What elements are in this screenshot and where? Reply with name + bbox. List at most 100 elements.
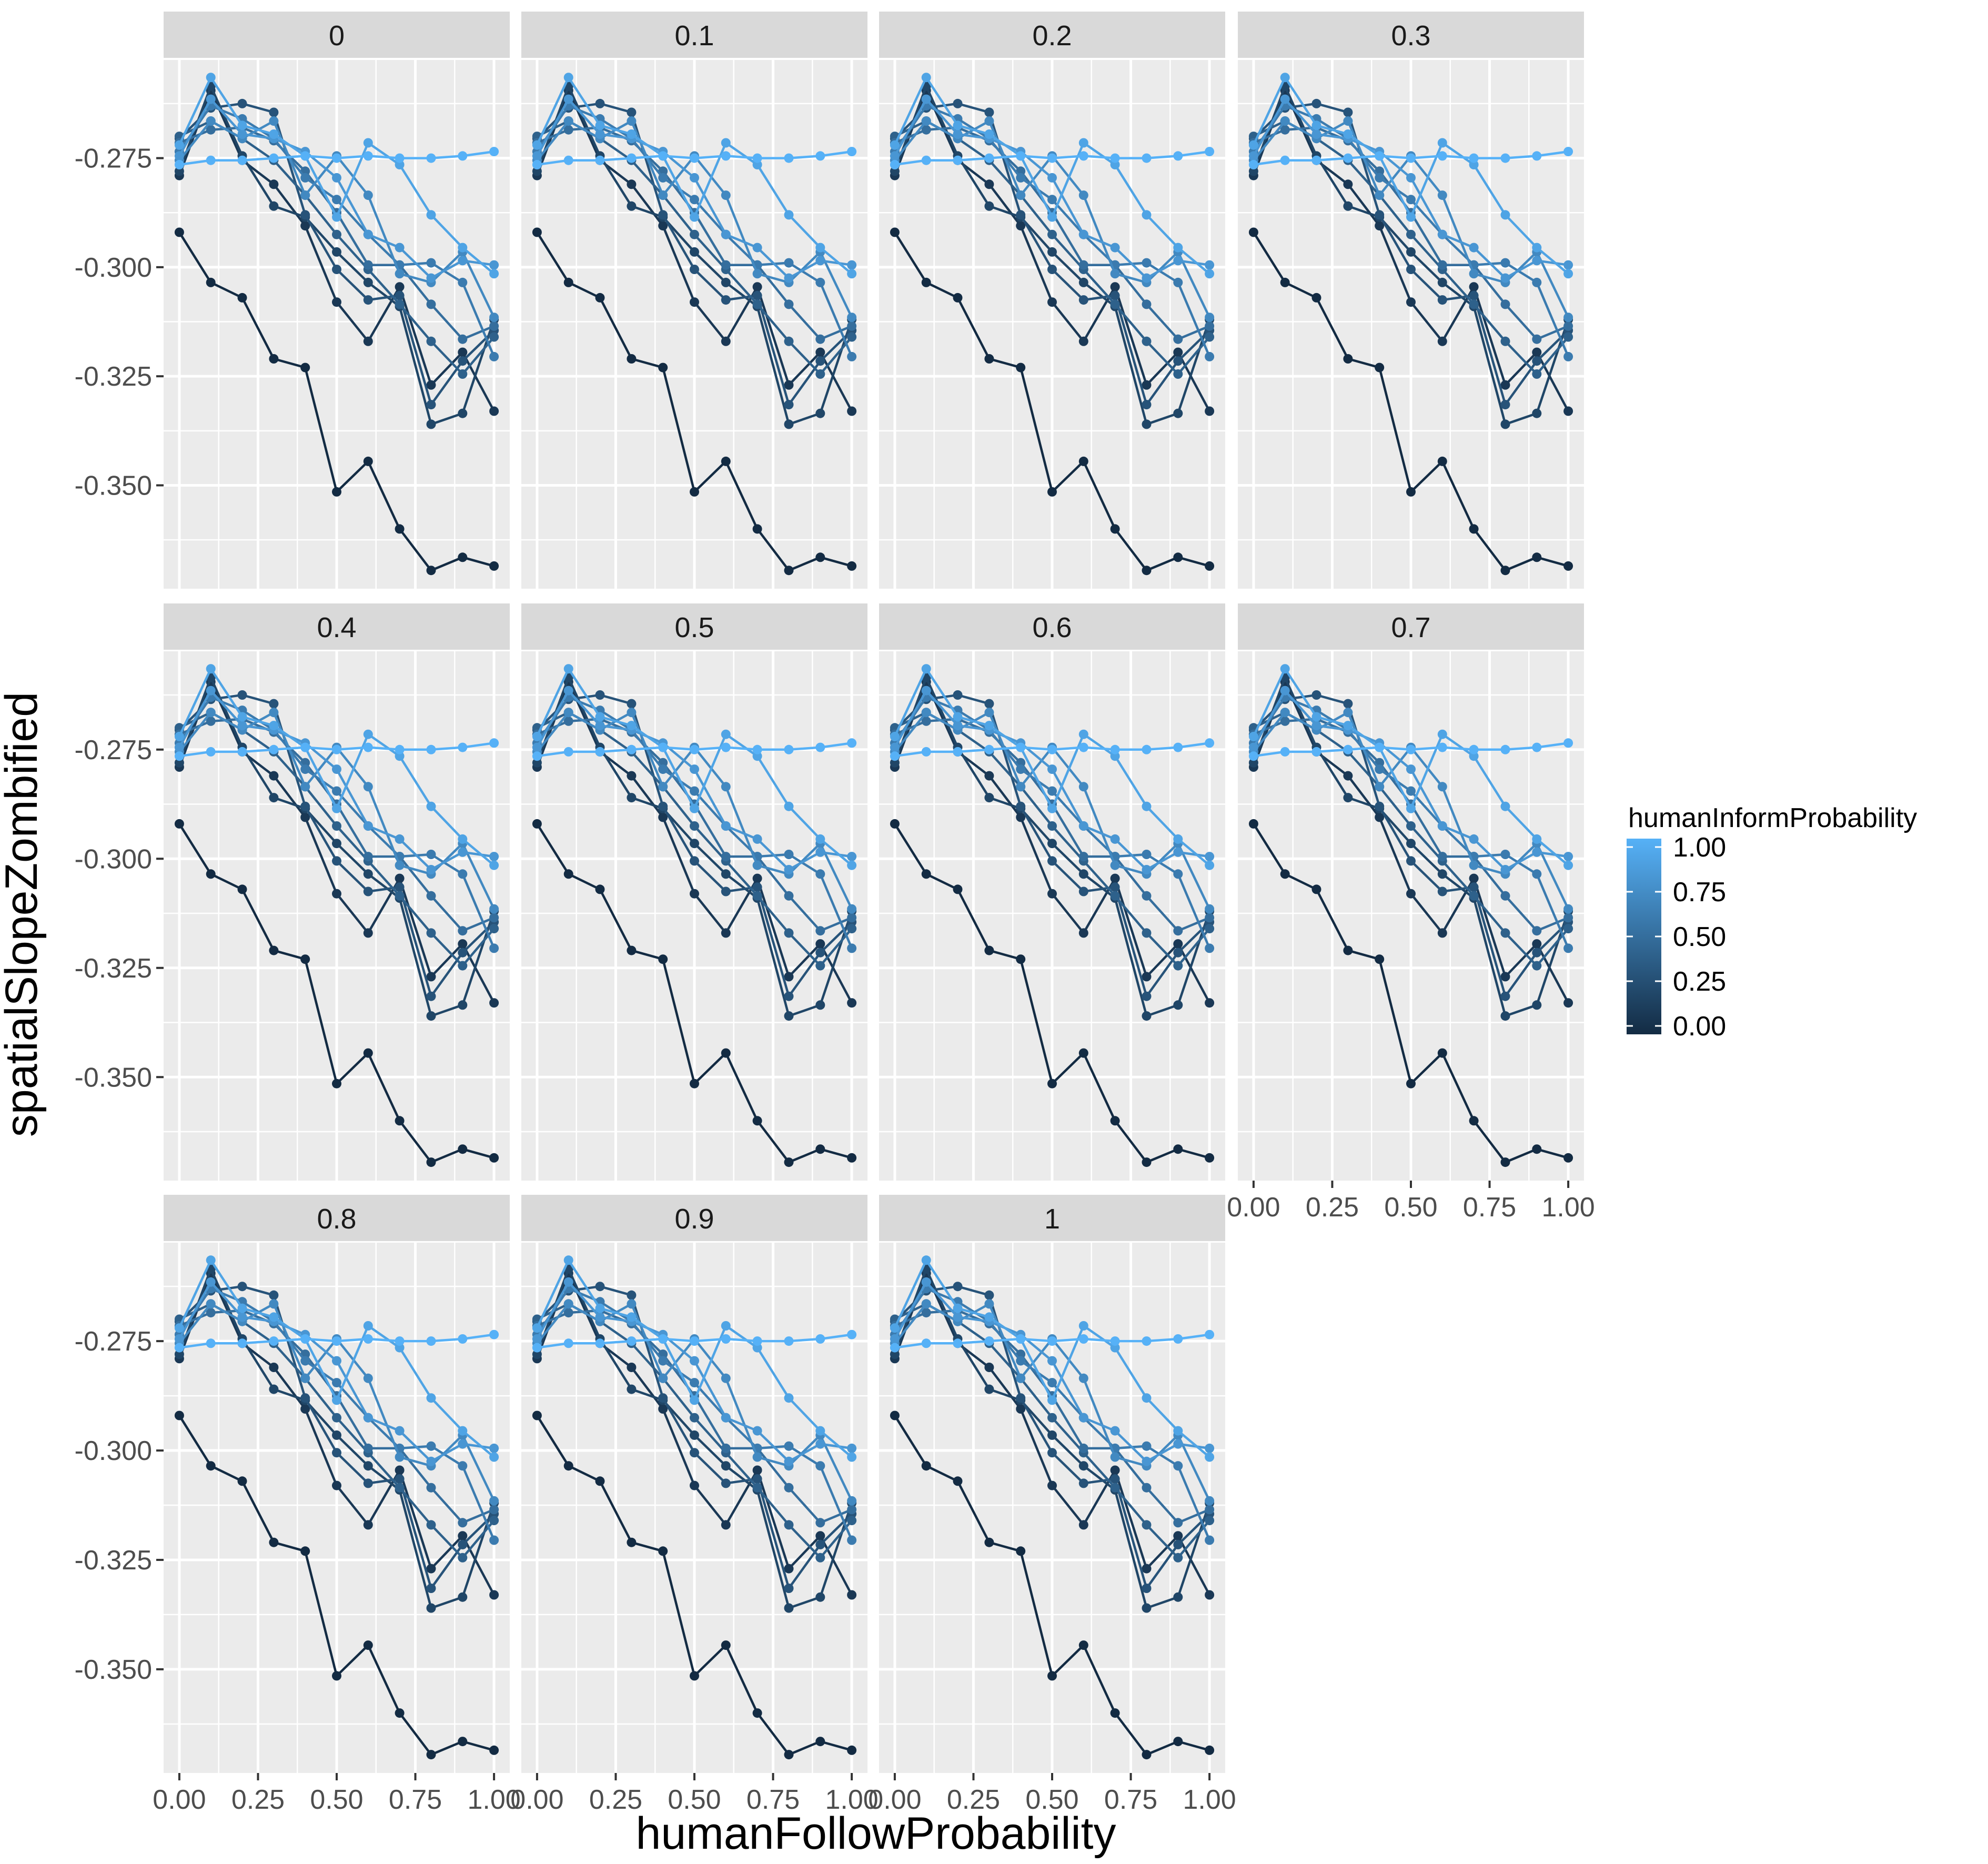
data-point (1532, 151, 1542, 161)
data-point (332, 821, 341, 831)
data-point (595, 1303, 605, 1313)
data-point (332, 744, 341, 754)
data-point (1248, 751, 1258, 761)
data-point (332, 487, 341, 497)
data-point (752, 1474, 762, 1484)
data-point (332, 889, 341, 899)
data-point (784, 1750, 794, 1760)
data-point (1142, 1336, 1152, 1346)
data-point (1437, 821, 1447, 831)
facet-strip-label: 0.9 (674, 1203, 714, 1235)
data-point (395, 1116, 405, 1126)
data-point (363, 1443, 373, 1453)
facet-strip (521, 603, 867, 650)
data-point (1343, 354, 1353, 364)
data-point (1375, 764, 1385, 774)
data-point (563, 1299, 573, 1309)
data-point (1343, 153, 1353, 163)
data-point (1016, 210, 1026, 220)
data-point (332, 195, 341, 205)
data-point (532, 166, 542, 176)
data-point (1142, 865, 1152, 874)
y-tick-label: -0.300 (75, 1436, 152, 1466)
data-point (847, 924, 857, 934)
data-point (752, 1452, 762, 1462)
data-point (300, 173, 310, 183)
data-point (237, 293, 247, 303)
facet-strip (521, 1195, 867, 1241)
data-point (890, 751, 900, 761)
data-point (690, 229, 699, 239)
data-point (721, 928, 731, 938)
data-point (174, 140, 184, 150)
data-point (426, 1456, 436, 1466)
data-point (815, 1334, 825, 1344)
data-point (1110, 153, 1120, 163)
data-point (784, 400, 794, 410)
data-point (1343, 721, 1353, 731)
data-point (1563, 860, 1573, 870)
data-point (1173, 869, 1183, 879)
data-point (1142, 153, 1152, 163)
axes: -0.275 -0.300 -0.325 -0.350 -0.275 -0.300 -0.3… (75, 144, 1595, 1815)
data-point (1078, 742, 1088, 752)
data-point (847, 852, 857, 862)
data-point (984, 1537, 994, 1547)
data-point (269, 771, 279, 781)
data-point (363, 138, 373, 148)
data-point (1047, 1448, 1057, 1458)
data-point (1469, 1116, 1479, 1126)
data-point (658, 210, 668, 220)
data-point (1078, 277, 1088, 287)
data-point (921, 686, 931, 696)
data-point (953, 747, 963, 757)
data-point (847, 1443, 857, 1453)
data-point (690, 821, 699, 831)
data-point (890, 758, 900, 768)
x-tick-label: 0.00 (1227, 1192, 1280, 1223)
data-point (1142, 336, 1152, 346)
data-point (1078, 190, 1088, 200)
data-point (953, 1282, 963, 1292)
data-point (921, 664, 931, 674)
data-point (237, 120, 247, 130)
data-point (721, 886, 731, 896)
data-point (752, 834, 762, 844)
data-point (1078, 456, 1088, 466)
data-point (690, 786, 699, 796)
data-point (332, 839, 341, 849)
data-point (1311, 884, 1321, 894)
data-point (595, 129, 605, 139)
data-point (206, 664, 216, 674)
facet-strip-label: 0.3 (1391, 20, 1430, 52)
facet-strip (521, 12, 867, 58)
data-point (1532, 369, 1542, 379)
data-point (489, 406, 499, 416)
data-point (1142, 1520, 1152, 1530)
data-point (174, 819, 184, 829)
data-point (1248, 160, 1258, 169)
data-point (206, 94, 216, 104)
data-point (815, 948, 825, 958)
data-point (395, 160, 405, 169)
data-point (890, 1343, 900, 1353)
data-point (1173, 939, 1183, 949)
data-point (174, 166, 184, 176)
data-point (1047, 1336, 1057, 1346)
data-point (1078, 886, 1088, 896)
data-point (953, 1338, 963, 1348)
data-point (984, 1290, 994, 1300)
facet-panel: 0.9 (521, 1195, 867, 1773)
data-point (1047, 173, 1057, 183)
data-point (1437, 928, 1447, 938)
data-point (363, 742, 373, 752)
data-point (206, 1277, 216, 1287)
data-point (1406, 821, 1416, 831)
color-legend: humanInformProbability 1.00 0.75 0.50 0.25 0… (1627, 803, 1917, 1042)
data-point (1406, 212, 1416, 222)
data-point (1205, 313, 1215, 323)
data-point (395, 282, 405, 292)
data-point (595, 293, 605, 303)
data-point (690, 212, 699, 222)
data-point (984, 699, 994, 709)
